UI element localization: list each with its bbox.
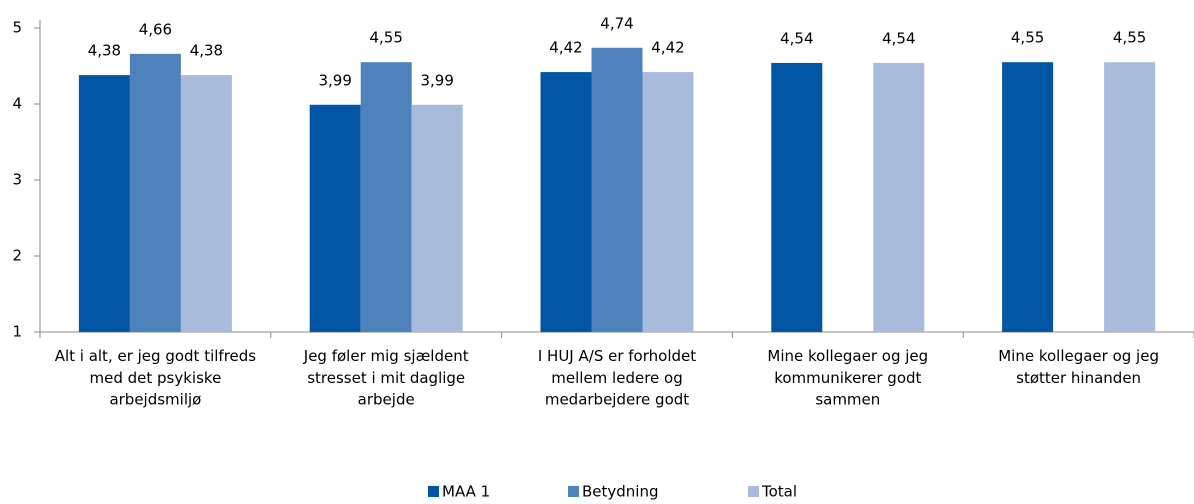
bar <box>78 75 130 333</box>
x-tick-label: Jeg føler mig sjældent stresset i mit dag… <box>303 347 469 409</box>
legend-swatch <box>748 486 759 497</box>
bar <box>309 104 361 332</box>
x-tick-label: I HUJ A/S er forholdet mellem ledere og me… <box>538 347 696 409</box>
data-label: 4,55 <box>1113 29 1146 47</box>
y-tick-label: 1 <box>12 323 22 341</box>
x-tick-label: Alt i alt, er jeg godt tilfreds med det p… <box>55 347 257 409</box>
data-label: 4,54 <box>780 29 813 47</box>
data-label: 4,55 <box>1011 29 1044 47</box>
data-label: 3,99 <box>318 71 351 89</box>
bar <box>1002 62 1054 332</box>
bar <box>360 62 412 332</box>
bar <box>1104 62 1156 332</box>
data-label: 4,42 <box>651 39 684 57</box>
data-label: 4,74 <box>600 14 633 32</box>
y-tick-label: 3 <box>12 171 22 189</box>
legend-swatch <box>568 486 579 497</box>
data-label: 4,66 <box>139 20 172 38</box>
bar <box>180 75 232 333</box>
bar <box>591 47 643 332</box>
bar <box>642 72 694 332</box>
bar <box>540 72 592 332</box>
bar <box>771 62 823 333</box>
x-tick-label: Mine kollegaer og jeg støtter hinanden <box>998 347 1159 387</box>
y-tick-label: 4 <box>12 95 22 113</box>
bar <box>411 104 463 332</box>
legend-label: MAA 1 <box>442 483 490 501</box>
x-tick-label: Mine kollegaer og jeg kommunikerer godt sa… <box>767 347 928 409</box>
y-tick-label: 5 <box>12 19 22 37</box>
data-label: 4,54 <box>882 29 915 47</box>
legend-label: Betydning <box>582 483 659 501</box>
bar <box>129 53 181 333</box>
bar <box>873 62 925 333</box>
data-label: 3,99 <box>420 71 453 89</box>
data-label: 4,38 <box>190 42 223 60</box>
data-label: 4,55 <box>369 29 402 47</box>
legend-label: Total <box>761 483 797 501</box>
data-label: 4,38 <box>88 42 121 60</box>
legend-swatch <box>428 486 439 497</box>
data-label: 4,42 <box>549 39 582 57</box>
y-tick-label: 2 <box>12 247 22 265</box>
